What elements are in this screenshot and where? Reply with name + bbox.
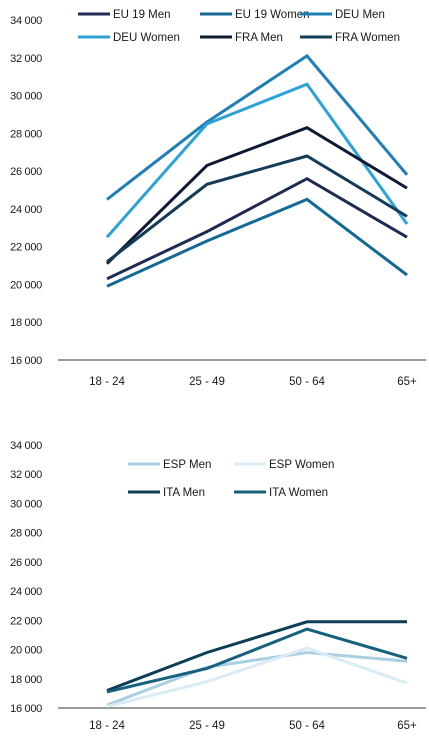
series-line-deu-men — [106, 53, 409, 201]
legend-item: DEU Men — [300, 9, 385, 21]
y-tick-label: 32 000 — [10, 469, 42, 481]
y-tick-label: 20 000 — [10, 645, 42, 657]
series-line-eu-19-men — [106, 176, 408, 281]
series-line-fra-men — [105, 126, 408, 265]
legend-item: ITA Women — [234, 487, 328, 499]
legend-item: ITA Men — [128, 487, 205, 499]
legend-label: ESP Women — [269, 459, 334, 471]
legend-label: FRA Men — [235, 32, 283, 44]
chart-1: 16 000 18 000 20 000 22 000 24 000 26 000 28 0… — [10, 9, 426, 388]
y-tick-label: 16 000 — [10, 703, 42, 715]
y-tick-label: 18 000 — [10, 674, 42, 686]
y-tick-label: 22 000 — [10, 242, 42, 254]
legend-item: FRA Men — [200, 32, 283, 44]
y-tick-label: 24 000 — [10, 586, 42, 598]
chart-2: 16 000 18 000 20 000 22 000 24 000 26 000 28 0… — [10, 440, 426, 732]
legend-label: ESP Men — [163, 459, 211, 471]
y-tick-label: 30 000 — [10, 498, 42, 510]
y-tick-label: 26 000 — [10, 166, 42, 178]
x-tick-label: 25 - 49 — [189, 720, 225, 732]
series-line-esp-men — [106, 650, 408, 707]
legend-label: EU 19 Women — [235, 9, 310, 21]
series-line-deu-women — [105, 82, 409, 239]
y-tick-label: 28 000 — [10, 128, 42, 140]
x-tick-label: 18 - 24 — [89, 376, 125, 388]
legend-label: ITA Women — [269, 487, 328, 499]
y-tick-label: 22 000 — [10, 615, 42, 627]
x-tick-label: 65+ — [397, 720, 417, 732]
legend-label: ITA Men — [163, 487, 205, 499]
legend-item: FRA Women — [300, 32, 400, 44]
y-tick-label: 20 000 — [10, 279, 42, 291]
x-tick-label: 65+ — [397, 376, 417, 388]
legend-label: DEU Men — [335, 9, 385, 21]
y-tick-label: 28 000 — [10, 528, 42, 540]
y-tick-label: 18 000 — [10, 317, 42, 329]
series-line-eu-19-women — [106, 197, 408, 288]
x-tick-label: 50 - 64 — [289, 376, 325, 388]
legend-item: EU 19 Women — [200, 9, 310, 21]
y-tick-label: 16 000 — [10, 355, 42, 367]
legend-item: ESP Men — [128, 459, 211, 471]
y-tick-label: 26 000 — [10, 557, 42, 569]
legend-label: EU 19 Men — [113, 9, 171, 21]
series-line-ita-women — [106, 627, 408, 694]
y-tick-label: 34 000 — [10, 15, 42, 27]
y-tick-label: 32 000 — [10, 53, 42, 65]
series-line-fra-women — [106, 154, 408, 263]
x-tick-label: 25 - 49 — [189, 376, 225, 388]
x-tick-label: 18 - 24 — [89, 720, 125, 732]
legend-label: DEU Women — [113, 32, 180, 44]
legend-label: FRA Women — [335, 32, 400, 44]
y-tick-label: 24 000 — [10, 204, 42, 216]
y-tick-label: 34 000 — [10, 440, 42, 452]
legend-item: ESP Women — [234, 459, 334, 471]
y-tick-label: 30 000 — [10, 91, 42, 103]
legend-item: DEU Women — [78, 32, 180, 44]
legend-item: EU 19 Men — [78, 9, 171, 21]
series-line-esp-women — [106, 646, 408, 708]
x-tick-label: 50 - 64 — [289, 720, 325, 732]
series-line-ita-men — [106, 620, 407, 692]
